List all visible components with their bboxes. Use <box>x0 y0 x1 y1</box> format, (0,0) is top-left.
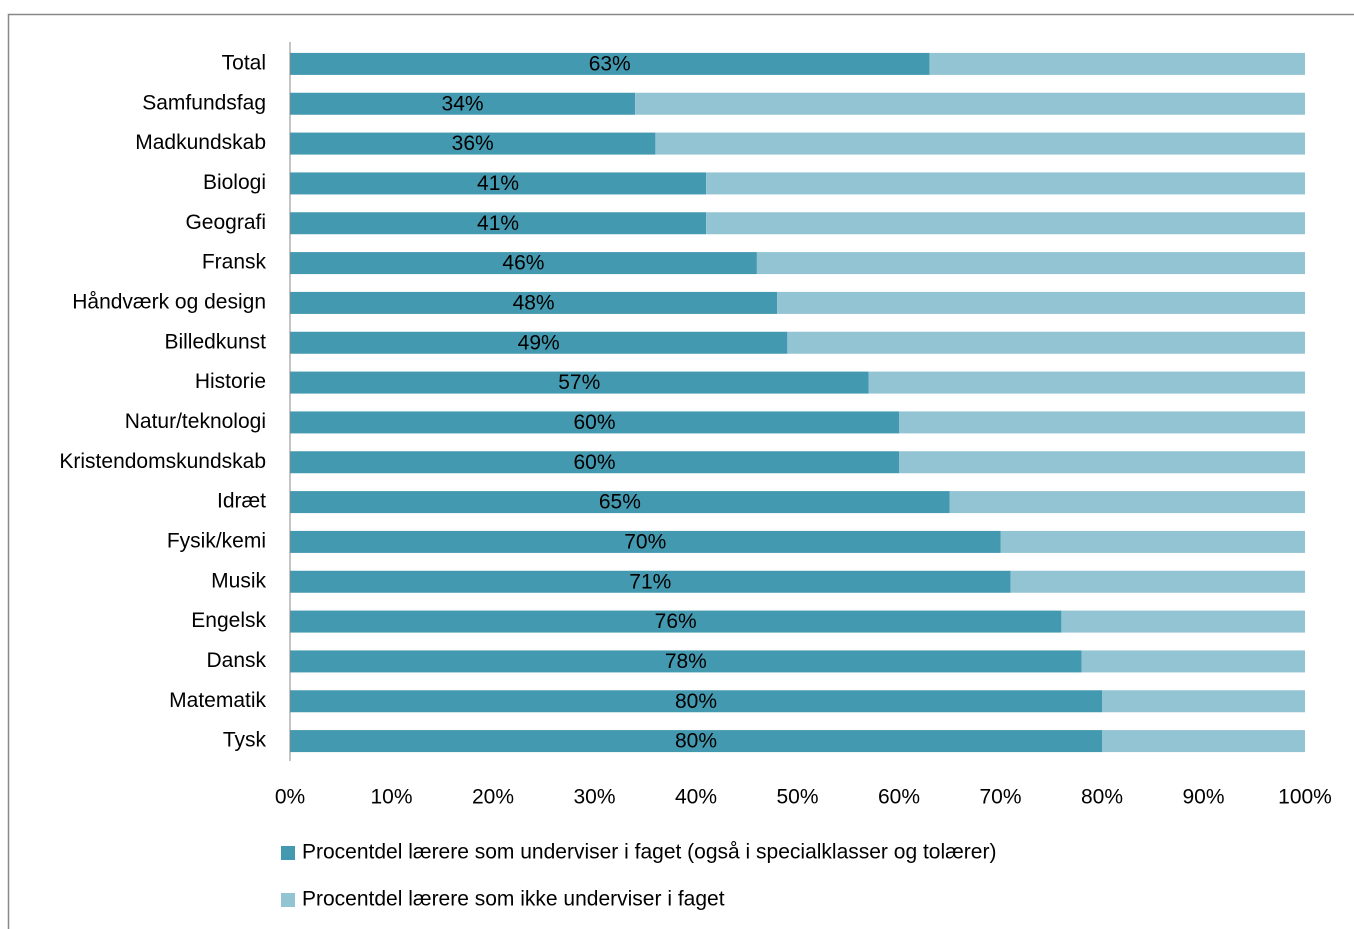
bar-segment <box>655 132 1305 155</box>
y-tick-label: Samfundsfag <box>142 91 266 114</box>
bar-segment <box>290 52 930 75</box>
bar-segment <box>290 570 1011 593</box>
legend-swatch <box>281 846 295 860</box>
data-label: 41% <box>477 212 519 235</box>
bar-segment <box>899 451 1305 474</box>
bar-segment <box>290 690 1102 713</box>
data-label: 49% <box>518 331 560 354</box>
data-label: 36% <box>452 132 494 155</box>
legend-label: Procentdel lærere som ikke underviser i … <box>302 888 725 911</box>
bar-segment <box>290 252 757 275</box>
x-tick-label: 60% <box>878 786 920 809</box>
bar-segment <box>1102 730 1305 753</box>
y-tick-label: Fransk <box>202 251 267 274</box>
x-tick-label: 40% <box>675 786 717 809</box>
bar-segment <box>1081 650 1305 673</box>
y-tick-label: Madkundskab <box>135 131 266 154</box>
data-label: 48% <box>513 291 555 314</box>
y-tick-label: Kristendomskundskab <box>59 450 266 473</box>
y-tick-label: Matematik <box>169 689 266 712</box>
bar-segment <box>706 212 1305 235</box>
x-tick-label: 100% <box>1278 786 1332 809</box>
bar-segment <box>290 92 636 115</box>
data-label: 76% <box>655 610 697 633</box>
bar-segment <box>290 371 869 394</box>
y-tick-label: Musik <box>211 569 266 592</box>
data-label: 46% <box>502 252 544 275</box>
y-tick-label: Natur/teknologi <box>125 410 266 433</box>
x-tick-label: 10% <box>370 786 412 809</box>
bar-segment <box>290 132 656 155</box>
data-label: 78% <box>665 650 707 673</box>
bar-segment <box>1102 690 1305 713</box>
y-tick-label: Fysik/kemi <box>167 529 266 552</box>
x-tick-label: 70% <box>979 786 1021 809</box>
data-label: 71% <box>629 570 671 593</box>
data-label: 80% <box>675 730 717 753</box>
x-tick-label: 30% <box>573 786 615 809</box>
y-tick-label: Geografi <box>185 211 266 234</box>
bar-segment <box>787 331 1305 354</box>
bar-segment <box>1061 610 1305 633</box>
bar-segment <box>290 291 778 314</box>
data-label: 60% <box>573 451 615 474</box>
x-tick-label: 80% <box>1081 786 1123 809</box>
bar-segment <box>777 291 1305 314</box>
bar-segment <box>290 212 707 235</box>
bar-segment <box>899 411 1305 434</box>
bar-segment <box>290 610 1062 633</box>
y-tick-label: Historie <box>195 370 266 393</box>
data-label: 65% <box>599 491 641 514</box>
data-label: 80% <box>675 690 717 713</box>
bar-segment <box>1000 530 1305 553</box>
x-tick-label: 50% <box>776 786 818 809</box>
y-tick-label: Billedkunst <box>164 330 266 353</box>
data-label: 41% <box>477 172 519 195</box>
bar-segment <box>290 411 899 434</box>
bar-segment <box>756 252 1305 275</box>
data-label: 57% <box>558 371 600 394</box>
y-tick-label: Idræt <box>217 490 266 513</box>
bar-segment <box>290 650 1082 673</box>
bar-segment <box>949 491 1305 514</box>
data-label: 70% <box>624 530 666 553</box>
bar-segment <box>290 172 707 195</box>
bar-segment <box>290 331 788 354</box>
y-tick-label: Dansk <box>206 649 266 672</box>
bar-segment <box>290 451 899 474</box>
bar-segment <box>1010 570 1305 593</box>
bar-segment <box>290 730 1102 753</box>
data-label: 63% <box>589 52 631 75</box>
y-tick-label: Biologi <box>203 171 266 194</box>
bar-segment <box>929 52 1305 75</box>
bar-segment <box>635 92 1305 115</box>
y-tick-label: Håndværk og design <box>72 290 266 313</box>
legend-label: Procentdel lærere som underviser i faget… <box>302 841 996 864</box>
bar-segment <box>290 491 950 514</box>
x-tick-label: 0% <box>275 786 305 809</box>
data-label: 60% <box>573 411 615 434</box>
bar-segment <box>290 530 1001 553</box>
bar-segment <box>706 172 1305 195</box>
y-tick-label: Total <box>222 51 266 74</box>
y-tick-label: Tysk <box>223 729 267 752</box>
chart-frame <box>7 13 1354 929</box>
legend-swatch <box>281 893 295 907</box>
data-label: 34% <box>442 92 484 115</box>
y-tick-label: Engelsk <box>191 609 266 632</box>
bar-segment <box>868 371 1305 394</box>
x-tick-label: 20% <box>472 786 514 809</box>
x-tick-label: 90% <box>1182 786 1224 809</box>
